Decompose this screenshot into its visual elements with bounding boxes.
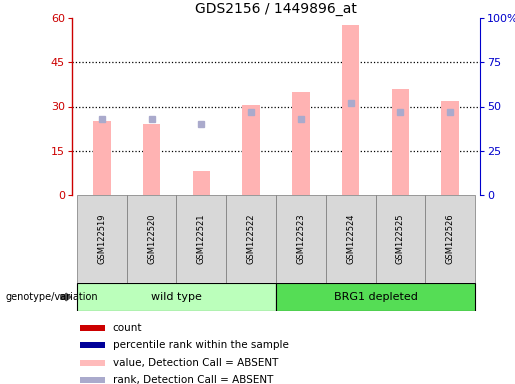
Bar [80,377,105,384]
Bar [276,195,326,283]
Bar [243,105,260,195]
Bar [193,171,210,195]
Text: rank, Detection Call = ABSENT: rank, Detection Call = ABSENT [113,376,273,384]
Bar [77,283,276,311]
Bar [177,195,226,283]
Text: GSM122521: GSM122521 [197,214,206,264]
Bar [93,121,111,195]
Bar [392,89,409,195]
Bar [375,195,425,283]
Bar [425,195,475,283]
Text: GSM122520: GSM122520 [147,214,156,264]
Bar [77,195,127,283]
Bar [342,25,359,195]
Bar [276,283,475,311]
Text: percentile rank within the sample: percentile rank within the sample [113,340,289,350]
Bar [441,101,459,195]
Bar [326,195,375,283]
Bar [80,360,105,366]
Text: GSM122523: GSM122523 [296,214,305,264]
Text: count: count [113,323,142,333]
Text: GSM122522: GSM122522 [247,214,255,264]
Text: wild type: wild type [151,292,202,302]
Bar [292,92,310,195]
Bar [127,195,177,283]
Text: GSM122524: GSM122524 [346,214,355,264]
Text: GSM122525: GSM122525 [396,214,405,264]
Text: genotype/variation: genotype/variation [5,292,98,302]
Title: GDS2156 / 1449896_at: GDS2156 / 1449896_at [195,2,357,16]
Bar [143,124,160,195]
Bar [80,324,105,331]
Text: value, Detection Call = ABSENT: value, Detection Call = ABSENT [113,358,278,368]
Bar [80,342,105,348]
Text: GSM122519: GSM122519 [97,214,107,264]
Bar [226,195,276,283]
Text: BRG1 depleted: BRG1 depleted [334,292,418,302]
Text: GSM122526: GSM122526 [445,214,455,264]
